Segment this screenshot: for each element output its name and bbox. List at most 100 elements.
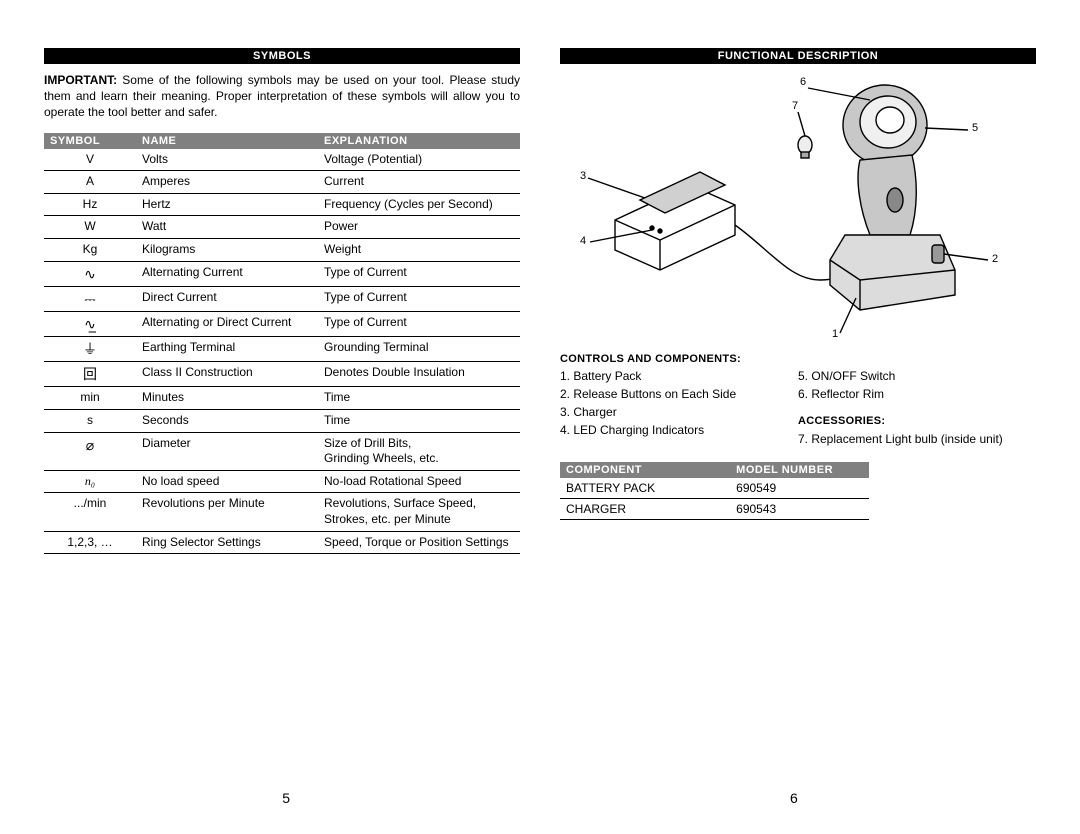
cell-name: Direct Current [136,286,318,311]
cell-explanation: Time [318,387,520,410]
cell-model: 690549 [730,478,869,499]
cell-explanation: Frequency (Cycles per Second) [318,193,520,216]
page-numbers: 5 6 [0,790,1080,806]
table-row: ⌀DiameterSize of Drill Bits,Grinding Whe… [44,432,520,470]
table-row: ∿Alternating CurrentType of Current [44,261,520,286]
accessories-header: ACCESSORIES: [798,413,1036,430]
cell-explanation: Weight [318,238,520,261]
important-paragraph: IMPORTANT: Some of the following symbols… [44,72,520,121]
list-item: 7. Replacement Light bulb (inside unit) [798,430,1036,448]
table-row: WWattPower [44,216,520,239]
symbols-table: Symbol Name Explanation VVoltsVoltage (P… [44,133,520,555]
cell-symbol: ∿̲ [44,311,136,336]
list-item: 1. Battery Pack [560,367,798,385]
cell-component: CHARGER [560,498,730,519]
table-row: n₀No load speedNo-load Rotational Speed [44,470,520,493]
cell-symbol: ⏚ [44,337,136,362]
cell-explanation: Denotes Double Insulation [318,362,520,387]
table-row: VVoltsVoltage (Potential) [44,149,520,171]
cell-name: Minutes [136,387,318,410]
cell-symbol: n₀ [44,470,136,493]
table-row: 1,2,3, …Ring Selector SettingsSpeed, Tor… [44,531,520,554]
cell-explanation: No-load Rotational Speed [318,470,520,493]
cell-name: Amperes [136,171,318,194]
table-row: AAmperesCurrent [44,171,520,194]
list-item: 5. ON/OFF Switch [798,367,1036,385]
callout-7: 7 [792,100,798,112]
cell-symbol: ⎓ [44,286,136,311]
cell-explanation: Grounding Terminal [318,337,520,362]
cell-explanation: Size of Drill Bits,Grinding Wheels, etc. [318,432,520,470]
cell-name: Alternating or Direct Current [136,311,318,336]
cell-explanation: Type of Current [318,286,520,311]
table-row: CHARGER690543 [560,498,869,519]
callout-1: 1 [832,328,838,340]
cell-explanation: Speed, Torque or Position Settings [318,531,520,554]
page-number-left: 5 [282,790,290,806]
cell-explanation: Voltage (Potential) [318,149,520,171]
cell-component: BATTERY PACK [560,478,730,499]
cell-symbol: min [44,387,136,410]
left-column: Symbols IMPORTANT: Some of the following… [44,48,520,554]
table-row: HzHertzFrequency (Cycles per Second) [44,193,520,216]
cell-symbol: A [44,171,136,194]
cell-name: Volts [136,149,318,171]
callout-6: 6 [800,76,806,88]
cell-explanation: Type of Current [318,311,520,336]
cell-symbol: ⌀ [44,432,136,470]
cell-name: Hertz [136,193,318,216]
table-row: 回Class II ConstructionDenotes Double Ins… [44,362,520,387]
cell-name: Diameter [136,432,318,470]
table-row: minMinutesTime [44,387,520,410]
table-row: ⎓Direct CurrentType of Current [44,286,520,311]
table-row: sSecondsTime [44,410,520,433]
product-diagram: 3 4 7 6 5 2 1 [560,70,1036,345]
cell-explanation: Power [318,216,520,239]
cell-name: Revolutions per Minute [136,493,318,531]
list-item: 2. Release Buttons on Each Side [560,385,798,403]
cell-symbol: s [44,410,136,433]
cell-explanation: Time [318,410,520,433]
important-label: IMPORTANT: [44,73,117,87]
cell-name: Ring Selector Settings [136,531,318,554]
cell-symbol: 回 [44,362,136,387]
table-row: BATTERY PACK690549 [560,478,869,499]
cell-name: Earthing Terminal [136,337,318,362]
list-item: 6. Reflector Rim [798,385,1036,403]
cell-name: Alternating Current [136,261,318,286]
table-row: KgKilogramsWeight [44,238,520,261]
table-row: ⏚Earthing TerminalGrounding Terminal [44,337,520,362]
th-model: Model Number [730,462,869,478]
cell-name: Seconds [136,410,318,433]
cell-explanation: Type of Current [318,261,520,286]
cell-name: Watt [136,216,318,239]
cell-explanation: Current [318,171,520,194]
cell-model: 690543 [730,498,869,519]
controls-list: 1. Battery Pack2. Release Buttons on Eac… [560,367,1036,448]
table-row: .../minRevolutions per MinuteRevolutions… [44,493,520,531]
th-symbol: Symbol [44,133,136,149]
list-item: 3. Charger [560,403,798,421]
cell-symbol: Hz [44,193,136,216]
list-item: 4. LED Charging Indicators [560,421,798,439]
right-column: Functional Description [560,48,1036,554]
cell-symbol: W [44,216,136,239]
cell-name: Class II Construction [136,362,318,387]
callout-2: 2 [992,253,998,265]
symbols-header: Symbols [44,48,520,64]
cell-symbol: V [44,149,136,171]
functional-header: Functional Description [560,48,1036,64]
cell-name: Kilograms [136,238,318,261]
cell-symbol: ∿ [44,261,136,286]
callout-5: 5 [972,122,978,134]
cell-explanation: Revolutions, Surface Speed,Strokes, etc.… [318,493,520,531]
cell-symbol: .../min [44,493,136,531]
controls-header: CONTROLS AND COMPONENTS: [560,353,1036,365]
callout-3: 3 [580,170,586,182]
model-table: Component Model Number BATTERY PACK69054… [560,462,869,520]
cell-symbol: 1,2,3, … [44,531,136,554]
callout-4: 4 [580,235,586,247]
cell-symbol: Kg [44,238,136,261]
th-explanation: Explanation [318,133,520,149]
th-name: Name [136,133,318,149]
